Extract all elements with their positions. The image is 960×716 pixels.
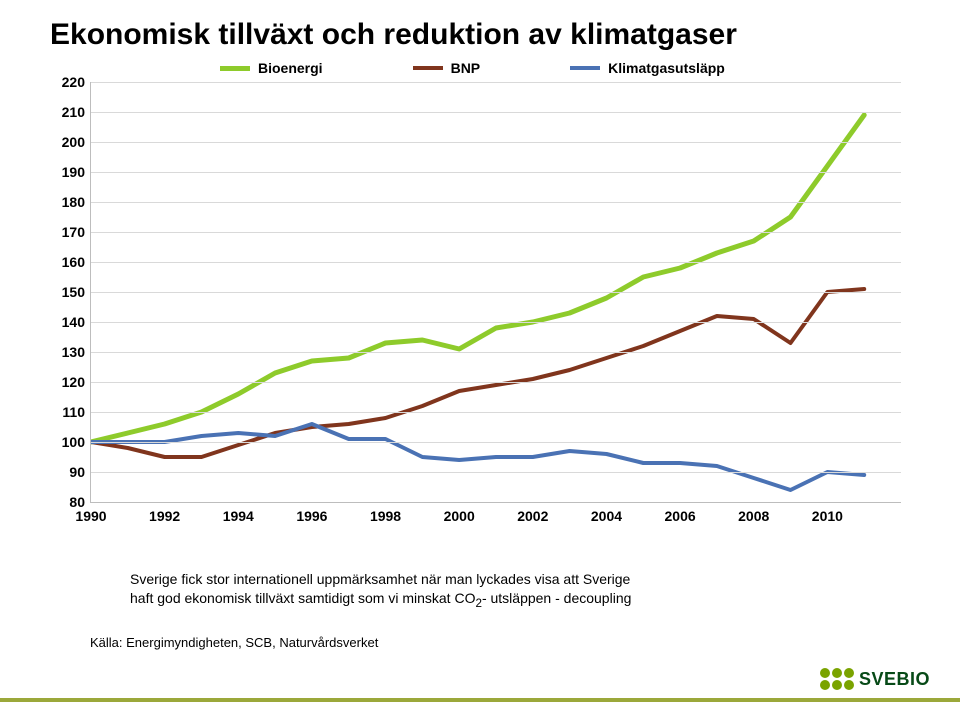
series-line <box>91 289 864 457</box>
xtick-label: 2008 <box>738 508 769 524</box>
xtick-label: 1990 <box>75 508 106 524</box>
ytick-label: 160 <box>62 254 85 270</box>
ytick-label: 120 <box>62 374 85 390</box>
ytick-label: 150 <box>62 284 85 300</box>
svebio-logo: SVEBIO <box>820 668 930 690</box>
footer-bar: www.svebio.se <box>0 698 960 702</box>
xtick-label: 2002 <box>517 508 548 524</box>
line-chart: Bioenergi BNP Klimatgasutsläpp 809010011… <box>40 62 920 542</box>
description-line2-prefix: haft god ekonomisk tillväxt samtidigt so… <box>130 590 475 606</box>
gridline <box>91 82 901 83</box>
xtick-label: 1994 <box>223 508 254 524</box>
gridline <box>91 352 901 353</box>
legend-label: BNP <box>451 60 481 76</box>
gridline <box>91 112 901 113</box>
slide: Ekonomisk tillväxt och reduktion av klim… <box>0 0 960 716</box>
gridline <box>91 292 901 293</box>
description-line2-suffix: - utsläppen - decoupling <box>482 590 631 606</box>
xtick-label: 2010 <box>812 508 843 524</box>
xtick-label: 2004 <box>591 508 622 524</box>
footer-url: www.svebio.se <box>866 689 932 700</box>
gridline <box>91 382 901 383</box>
ytick-label: 100 <box>62 434 85 450</box>
legend-label: Klimatgasutsläpp <box>608 60 725 76</box>
description-line1: Sverige fick stor internationell uppmärk… <box>130 571 630 587</box>
legend-swatch-icon <box>220 66 250 71</box>
logo-text: SVEBIO <box>859 669 930 690</box>
chart-legend: Bioenergi BNP Klimatgasutsläpp <box>220 60 725 76</box>
xtick-label: 2006 <box>665 508 696 524</box>
ytick-label: 180 <box>62 194 85 210</box>
slide-title: Ekonomisk tillväxt och reduktion av klim… <box>50 18 737 52</box>
source-text: Källa: Energimyndigheten, SCB, Naturvård… <box>90 635 378 650</box>
ytick-label: 190 <box>62 164 85 180</box>
ytick-label: 130 <box>62 344 85 360</box>
ytick-label: 140 <box>62 314 85 330</box>
gridline <box>91 412 901 413</box>
xtick-label: 1992 <box>149 508 180 524</box>
legend-label: Bioenergi <box>258 60 323 76</box>
gridline <box>91 142 901 143</box>
ytick-label: 210 <box>62 104 85 120</box>
xtick-label: 2000 <box>444 508 475 524</box>
legend-swatch-icon <box>570 66 600 70</box>
gridline <box>91 472 901 473</box>
ytick-label: 110 <box>62 404 85 420</box>
plot-area: 8090100110120130140150160170180190200210… <box>90 82 901 503</box>
ytick-label: 220 <box>62 74 85 90</box>
ytick-label: 90 <box>69 464 85 480</box>
gridline <box>91 442 901 443</box>
legend-item: Klimatgasutsläpp <box>570 60 725 76</box>
ytick-label: 170 <box>62 224 85 240</box>
legend-item: BNP <box>413 60 481 76</box>
gridline <box>91 202 901 203</box>
legend-item: Bioenergi <box>220 60 323 76</box>
series-line <box>91 115 864 442</box>
gridline <box>91 322 901 323</box>
ytick-label: 200 <box>62 134 85 150</box>
xtick-label: 1998 <box>370 508 401 524</box>
logo-dots-icon <box>820 668 854 690</box>
gridline <box>91 262 901 263</box>
xtick-label: 1996 <box>296 508 327 524</box>
legend-swatch-icon <box>413 66 443 70</box>
description-text: Sverige fick stor internationell uppmärk… <box>130 570 850 611</box>
gridline <box>91 172 901 173</box>
gridline <box>91 232 901 233</box>
